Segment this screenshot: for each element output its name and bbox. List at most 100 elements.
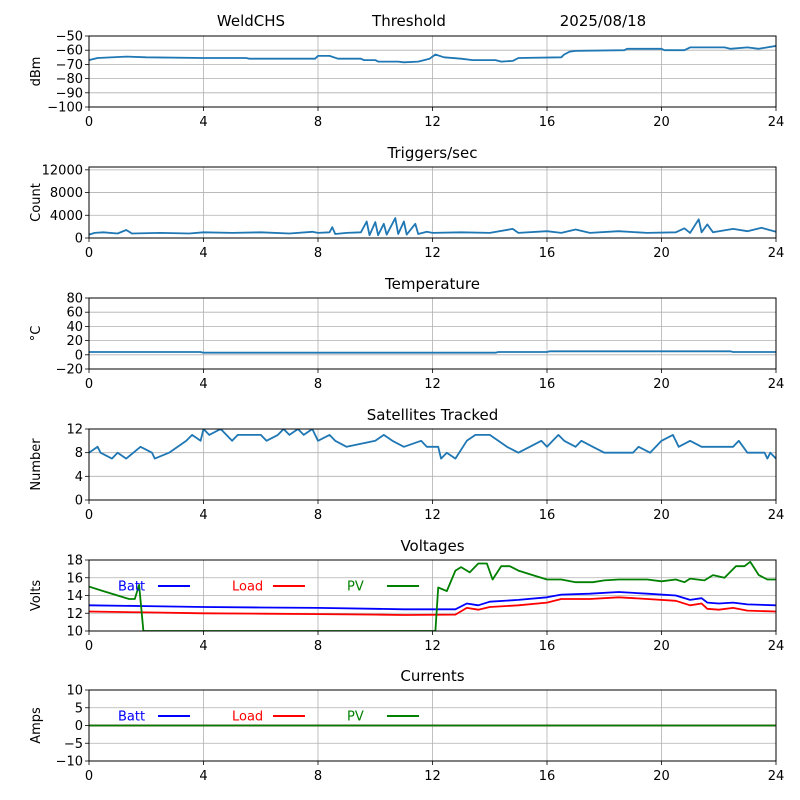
y-tick-label: 18 — [66, 554, 83, 569]
y-tick-label: 80 — [66, 292, 83, 307]
series-group — [89, 45, 776, 64]
x-tick-label: 16 — [539, 246, 556, 261]
series-group — [89, 560, 776, 631]
y-axis-label: Number — [29, 438, 44, 491]
x-tick-label: 0 — [85, 246, 93, 261]
y-axis-label: Amps — [29, 707, 44, 744]
x-tick-label: 20 — [653, 246, 670, 261]
x-tick-label: 12 — [424, 508, 441, 523]
y-tick-label: −60 — [56, 44, 83, 59]
x-tick-label: 12 — [424, 115, 441, 130]
y-tick-label: −10 — [56, 755, 83, 770]
y-tick-label: 12 — [66, 607, 83, 622]
y-tick-label: −20 — [56, 363, 83, 378]
y-axis-label: dBm — [29, 57, 44, 87]
x-tick-label: 12 — [424, 639, 441, 654]
x-tick-label: 20 — [653, 508, 670, 523]
series-line — [89, 350, 776, 354]
x-tick-label: 20 — [653, 639, 670, 654]
panel-voltages: 0 4 8 12 16 20 24 10 12 14 16 18 Voltages Volts Batt Lo… — [29, 537, 784, 654]
y-tick-label: 0 — [75, 719, 83, 734]
x-tick-label: 0 — [85, 769, 93, 784]
series-group — [89, 217, 776, 237]
x-tick-label: 12 — [424, 769, 441, 784]
y-tick-label: 12000 — [42, 163, 83, 178]
y-tick-label: 20 — [66, 334, 83, 349]
x-tick-label: 24 — [768, 508, 785, 523]
y-tick-label: 16 — [66, 571, 83, 586]
x-tick-label: 16 — [539, 508, 556, 523]
y-tick-label: −80 — [56, 72, 83, 87]
x-tick-label: 24 — [768, 769, 785, 784]
legend-label-load: Load — [232, 580, 263, 595]
x-tick-label: 16 — [539, 639, 556, 654]
x-tick-label: 0 — [85, 508, 93, 523]
y-tick-label: −90 — [56, 86, 83, 101]
panel-threshold: 0 4 8 12 16 20 24 −100−90−80−70−60−50 dBm — [29, 30, 784, 131]
x-tick-label: 20 — [653, 769, 670, 784]
x-tick-label: 24 — [768, 115, 785, 130]
y-tick-label: 4000 — [50, 209, 83, 224]
legend-label-load: Load — [232, 710, 263, 725]
legend-label-batt: Batt — [118, 580, 145, 595]
y-tick-label: 0 — [75, 348, 83, 363]
y-tick-label: 40 — [66, 320, 83, 335]
series-group — [89, 429, 776, 460]
legend-label-pv: PV — [347, 710, 364, 725]
y-tick-label: 60 — [66, 306, 83, 321]
series-line — [89, 45, 776, 64]
y-tick-label: −70 — [56, 58, 83, 73]
x-tick-label: 8 — [314, 377, 322, 392]
series-group — [89, 350, 776, 354]
y-tick-label: −5 — [64, 737, 83, 752]
x-tick-label: 4 — [199, 115, 207, 130]
x-tick-label: 8 — [314, 769, 322, 784]
y-tick-label: 5 — [75, 701, 83, 716]
series-line — [89, 429, 776, 460]
y-tick-label: −50 — [56, 30, 83, 45]
x-tick-label: 20 — [653, 115, 670, 130]
series-line — [89, 217, 776, 237]
x-tick-label: 16 — [539, 115, 556, 130]
legend-label-batt: Batt — [118, 710, 145, 725]
chart-title: Triggers/sec — [387, 144, 478, 162]
legend-label-pv: PV — [347, 580, 364, 595]
x-tick-label: 16 — [539, 377, 556, 392]
x-tick-label: 0 — [85, 639, 93, 654]
x-tick-label: 24 — [768, 246, 785, 261]
y-tick-label: 10 — [66, 684, 83, 699]
y-tick-label: 4 — [75, 470, 83, 485]
x-tick-label: 24 — [768, 377, 785, 392]
x-tick-label: 0 — [85, 377, 93, 392]
y-tick-label: 0 — [75, 494, 83, 509]
series-line-load — [89, 596, 776, 616]
x-tick-label: 12 — [424, 246, 441, 261]
header-metric: Threshold — [371, 12, 446, 30]
y-tick-label: 14 — [66, 589, 83, 604]
x-tick-label: 4 — [199, 246, 207, 261]
header-station: WeldCHS — [217, 12, 285, 30]
x-tick-label: 12 — [424, 377, 441, 392]
chart-title: Temperature — [384, 275, 480, 293]
x-tick-label: 24 — [768, 639, 785, 654]
x-tick-label: 0 — [85, 115, 93, 130]
x-tick-label: 4 — [199, 769, 207, 784]
x-tick-label: 8 — [314, 115, 322, 130]
header-date: 2025/08/18 — [560, 12, 646, 30]
x-tick-label: 20 — [653, 377, 670, 392]
y-tick-label: 8000 — [50, 186, 83, 201]
x-tick-label: 8 — [314, 639, 322, 654]
x-tick-label: 4 — [199, 508, 207, 523]
y-axis-label: Volts — [29, 580, 44, 612]
chart-title: Voltages — [400, 537, 464, 555]
series-line-pv — [89, 560, 776, 631]
panel-triggers: 0 4 8 12 16 20 24 0 4000 8000 12000 Triggers/sec Cou… — [29, 144, 784, 261]
y-axis-label: °C — [29, 326, 44, 342]
x-tick-label: 16 — [539, 769, 556, 784]
y-tick-label: 0 — [75, 232, 83, 247]
x-tick-label: 8 — [314, 508, 322, 523]
y-tick-label: −100 — [47, 101, 83, 116]
chart-title: Currents — [400, 667, 464, 685]
